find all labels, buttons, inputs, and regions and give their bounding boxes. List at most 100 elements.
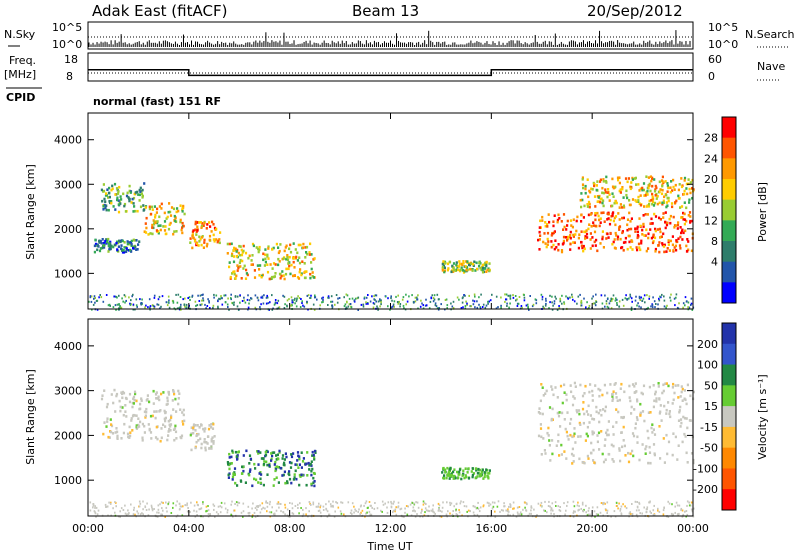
noise-cell xyxy=(149,305,152,308)
noise-cell xyxy=(648,295,651,298)
noise-cell xyxy=(416,513,418,516)
noise-cell xyxy=(594,304,597,307)
noise-cell xyxy=(550,512,552,515)
data-cell xyxy=(181,207,184,210)
data-cell xyxy=(164,419,167,423)
data-cell xyxy=(110,424,114,428)
noise-cell xyxy=(242,502,245,505)
data-cell xyxy=(637,195,640,199)
noise-cell xyxy=(144,506,147,509)
data-cell xyxy=(486,268,489,272)
data-cell xyxy=(579,198,582,202)
data-cell xyxy=(156,220,159,223)
data-cell xyxy=(670,202,674,205)
noise-cell xyxy=(230,503,232,506)
noise-cell xyxy=(599,511,602,514)
data-cell xyxy=(109,418,112,421)
data-cell xyxy=(182,413,185,417)
data-cell xyxy=(271,454,274,458)
data-cell xyxy=(278,249,281,253)
data-cell xyxy=(260,457,263,460)
noise-cell xyxy=(535,302,538,305)
colorbar-tick-label: -15 xyxy=(700,421,718,434)
noise-cell xyxy=(484,306,487,309)
data-cell xyxy=(682,415,685,419)
noise-cell xyxy=(239,294,241,297)
data-cell xyxy=(231,475,235,478)
data-cell xyxy=(306,474,309,477)
data-cell xyxy=(441,471,444,474)
data-cell xyxy=(453,268,456,272)
data-cell xyxy=(312,476,315,480)
data-cell xyxy=(298,261,302,265)
data-cell xyxy=(601,201,604,205)
data-cell xyxy=(572,460,575,463)
noise-cell xyxy=(122,300,124,303)
noise-cell xyxy=(363,296,366,299)
data-cell xyxy=(679,206,682,209)
data-cell xyxy=(639,402,642,406)
data-cell xyxy=(276,465,280,469)
data-cell xyxy=(623,206,626,209)
data-cell xyxy=(228,456,231,459)
data-cell xyxy=(682,218,685,221)
data-cell xyxy=(634,230,637,233)
data-cell xyxy=(472,264,475,267)
noise-cell xyxy=(286,508,289,511)
data-cell xyxy=(648,199,651,203)
data-cell xyxy=(654,194,657,197)
noise-cell xyxy=(140,302,143,304)
noise-cell xyxy=(574,510,576,513)
data-cell xyxy=(481,268,484,272)
data-cell xyxy=(190,426,193,429)
noise-cell xyxy=(553,300,556,303)
noise-cell xyxy=(428,307,431,310)
colorbar-swatch xyxy=(722,406,736,428)
data-cell xyxy=(203,221,206,225)
data-cell xyxy=(212,440,215,443)
noise-cell xyxy=(507,510,510,513)
data-cell xyxy=(661,242,664,245)
data-cell xyxy=(128,199,131,203)
data-cell xyxy=(442,260,445,263)
noise-cell xyxy=(391,299,393,302)
noise-cell xyxy=(227,306,229,308)
data-cell xyxy=(279,276,282,280)
data-cell xyxy=(152,226,155,230)
noise-cell xyxy=(476,300,478,303)
data-cell xyxy=(671,386,674,389)
noise-cell xyxy=(365,296,368,299)
data-cell xyxy=(105,208,108,212)
noise-cell xyxy=(434,512,436,515)
noise-cell xyxy=(325,508,328,511)
data-cell xyxy=(630,227,633,231)
noise-cell xyxy=(150,504,153,507)
data-cell xyxy=(113,243,116,247)
noise-cell xyxy=(340,501,342,504)
data-cell xyxy=(602,204,605,208)
noise-cell xyxy=(597,513,599,516)
noise-cell xyxy=(147,514,150,517)
data-cell xyxy=(618,449,621,452)
data-cell xyxy=(290,455,294,459)
noise-cell xyxy=(393,500,395,503)
data-cell xyxy=(233,467,237,470)
data-cell xyxy=(110,393,113,396)
data-cell xyxy=(446,268,449,272)
data-cell xyxy=(607,236,610,239)
data-cell xyxy=(245,272,248,275)
data-cell xyxy=(580,192,583,195)
data-cell xyxy=(661,184,664,188)
data-cell xyxy=(589,238,592,241)
data-cell xyxy=(607,188,610,191)
data-cell xyxy=(618,398,621,402)
data-cell xyxy=(689,219,692,223)
data-cell xyxy=(126,191,129,195)
data-cell xyxy=(286,256,289,259)
data-cell xyxy=(116,434,119,438)
data-cell xyxy=(448,477,451,480)
data-cell xyxy=(148,207,151,211)
data-cell xyxy=(583,247,586,251)
noise-cell xyxy=(577,501,579,504)
